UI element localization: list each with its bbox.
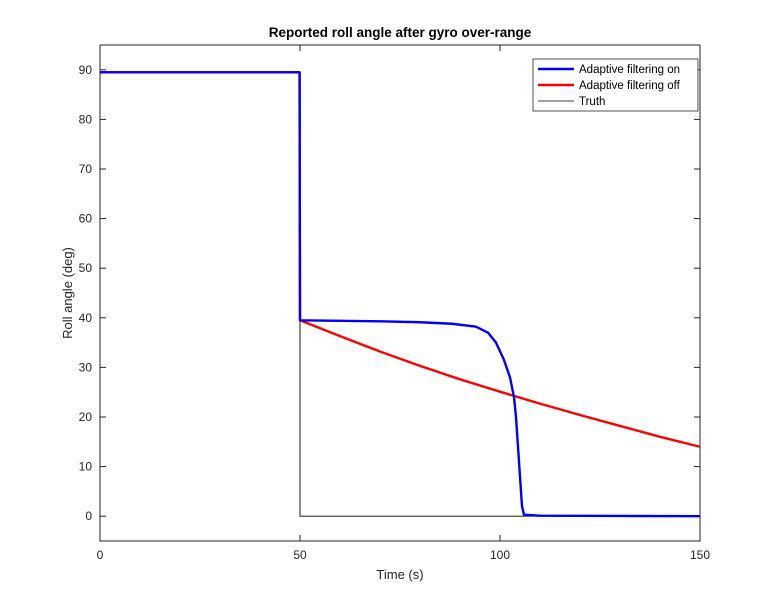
series-line-adaptive-on: [100, 71, 701, 518]
series-layer: [100, 71, 701, 518]
y-tick-label: 60: [79, 212, 93, 226]
y-tick-label: 70: [79, 162, 93, 176]
y-tick-label: 40: [79, 311, 93, 325]
y-tick-label: 20: [79, 410, 93, 424]
y-axis-label: Roll angle (deg): [60, 247, 75, 339]
x-tick-label: 50: [293, 548, 307, 562]
x-axis-label: Time (s): [376, 567, 423, 582]
legend: Adaptive filtering on Adaptive filtering…: [532, 58, 699, 112]
y-tick-label: 80: [79, 112, 93, 126]
legend-label-adaptive-off: Adaptive filtering off: [579, 80, 681, 92]
y-tick-label: 90: [79, 63, 93, 77]
legend-label-adaptive-on: Adaptive filtering on: [579, 64, 680, 76]
tick-labels: 0 50 100 150 0 10 20 30 40 50 60 70 80 90: [79, 63, 711, 562]
x-tick-label: 100: [490, 548, 510, 562]
y-tick-label: 10: [79, 460, 93, 474]
plot-area: [99, 44, 701, 542]
y-tick-label: 30: [79, 360, 93, 374]
x-tick-label: 150: [690, 548, 710, 562]
x-tick-label: 0: [97, 548, 104, 562]
y-tick-label: 0: [85, 509, 92, 523]
y-tick-label: 50: [79, 261, 93, 275]
legend-label-truth: Truth: [579, 96, 605, 108]
chart-title: Reported roll angle after gyro over-rang…: [269, 25, 532, 40]
